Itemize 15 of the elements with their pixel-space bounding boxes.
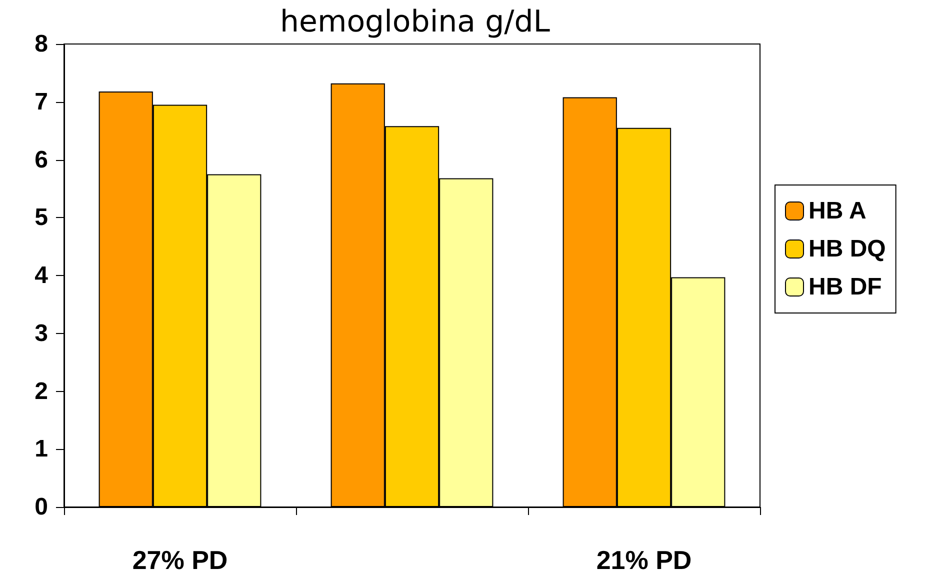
y-tick-label: 7 [34, 88, 48, 116]
y-tick-label: 2 [34, 378, 48, 405]
legend-label: HB DF [808, 274, 882, 300]
y-tick-label: 4 [34, 262, 49, 289]
legend-label: HB A [808, 198, 866, 224]
y-tick-label: 5 [34, 204, 48, 232]
y-tick-label: 8 [34, 30, 48, 58]
y-tick-label: 1 [34, 436, 48, 463]
chart-title: hemoglobina g/dL [280, 4, 550, 40]
y-tick-label: 3 [34, 320, 48, 347]
x-tick-label: 27% PD [132, 545, 228, 575]
legend-label: HB DQ [808, 236, 886, 262]
y-tick-label: 0 [34, 494, 48, 520]
x-tick-label: 21% PD [596, 545, 692, 575]
y-tick-label: 6 [34, 146, 48, 174]
